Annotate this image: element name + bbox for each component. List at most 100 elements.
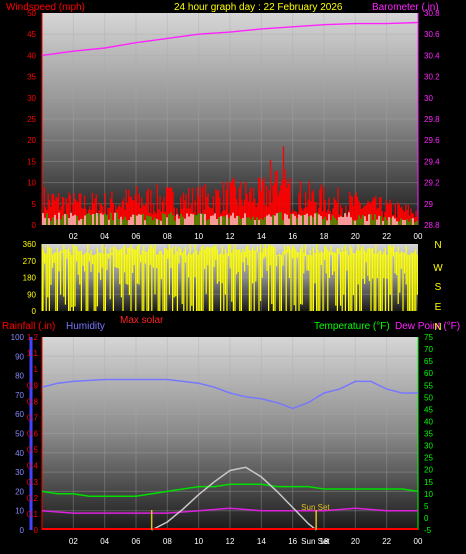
x-tick-label: 20 <box>351 232 360 241</box>
temperature-tick-label: 0 <box>424 514 429 523</box>
windspeed-tick-label: 0 <box>32 221 37 230</box>
barometer-tick-label: 30.6 <box>424 30 440 39</box>
temperature-tick-label: 35 <box>424 430 433 439</box>
x-tick-label: 06 <box>132 232 141 241</box>
temperature-tick-label: 5 <box>424 502 429 511</box>
x-tick-label: 14 <box>257 232 266 241</box>
temperature-tick-label: 30 <box>424 442 433 451</box>
barometer-tick-label: 29.6 <box>424 136 440 145</box>
windspeed-tick-label: 45 <box>27 30 36 39</box>
humidity-tick-label: 30 <box>15 468 24 477</box>
temperature-tick-label: 20 <box>424 466 433 475</box>
humidity-tick-label: 50 <box>15 430 24 439</box>
rainfall-tick-label: 0 <box>34 526 39 535</box>
env-plot-area <box>42 337 418 530</box>
rainfall-tick-label: 0.3 <box>27 478 39 487</box>
humidity-tick-label: 90 <box>15 352 24 361</box>
temperature-tick-label: 70 <box>424 345 433 354</box>
rainfall-tick-label: 1.2 <box>27 333 39 342</box>
direction-tick-label: 270 <box>23 257 37 266</box>
rainfall-tick-label: 0.6 <box>27 430 39 439</box>
barometer-tick-label: 30.8 <box>424 9 440 18</box>
barometer-axis-title: Barometer (.in) <box>372 2 439 13</box>
temperature-tick-label: 50 <box>424 393 433 402</box>
temperature-legend: Temperature (°F) <box>314 321 390 332</box>
rainfall-tick-label: 0.1 <box>27 510 39 519</box>
direction-tick-label: 180 <box>23 274 37 283</box>
barometer-line <box>41 21 419 57</box>
temperature-tick-label: 15 <box>424 478 433 487</box>
barometer-tick-label: 29.4 <box>424 157 440 166</box>
rainfall-legend: Rainfall (.in) <box>2 321 55 332</box>
temperature-tick-label: -5 <box>424 526 432 535</box>
x-tick-label: 02 <box>69 537 78 546</box>
humidity-tick-label: 70 <box>15 391 24 400</box>
windspeed-tick-label: 25 <box>27 115 36 124</box>
x-tick-label: 02 <box>69 232 78 241</box>
x-tick-label: 04 <box>100 537 109 546</box>
windspeed-tick-label: 15 <box>27 157 36 166</box>
x-tick-label: 18 <box>320 537 329 546</box>
x-tick-label: 22 <box>382 232 391 241</box>
barometer-tick-label: 30 <box>424 94 433 103</box>
x-tick-label: 10 <box>194 537 203 546</box>
humidity-tick-label: 80 <box>15 372 24 381</box>
windspeed-tick-label: 50 <box>27 9 36 18</box>
direction-tick-label: 0 <box>32 307 37 316</box>
x-tick-label: 14 <box>257 537 266 546</box>
dewpoint-legend: Dew Point (°F) <box>395 321 460 332</box>
sunset-label: Sun Set <box>301 503 330 512</box>
temperature-tick-label: 60 <box>424 369 433 378</box>
x-tick-label: 22 <box>382 537 391 546</box>
humidity-tick-label: 0 <box>20 526 25 535</box>
humidity-legend: Humidity <box>66 321 105 332</box>
barometer-tick-label: 30.2 <box>424 73 440 82</box>
sunset-axis-label: Sun Set <box>301 537 330 546</box>
humidity-tick-label: 20 <box>15 487 24 496</box>
humidity-tick-label: 60 <box>15 410 24 419</box>
dewpoint-line <box>41 507 418 514</box>
wind-direction-series <box>42 244 418 311</box>
temperature-tick-label: 45 <box>424 405 433 414</box>
humidity-tick-label: 100 <box>11 333 25 342</box>
temperature-tick-label: 55 <box>424 381 433 390</box>
windspeed-tick-label: 5 <box>32 200 37 209</box>
rainfall-tick-label: 0.8 <box>27 397 39 406</box>
x-tick-label: 08 <box>163 537 172 546</box>
humidity-tick-label: 10 <box>15 507 24 516</box>
x-tick-label: 12 <box>226 232 235 241</box>
temperature-tick-label: 25 <box>424 454 433 463</box>
temperature-line <box>41 483 419 497</box>
max-solar-legend: Max solar <box>120 315 164 326</box>
rainfall-tick-label: 1 <box>34 365 39 374</box>
temperature-tick-label: 10 <box>424 490 433 499</box>
barometer-tick-label: 30.4 <box>424 51 440 60</box>
temperature-humidity-chart: 010203040506070809010000.10.20.30.40.50.… <box>11 333 434 546</box>
barometer-tick-label: 28.8 <box>424 221 440 230</box>
compass-label: S <box>435 282 442 293</box>
compass-label: N <box>434 322 441 333</box>
windspeed-tick-label: 20 <box>27 136 36 145</box>
max-solar-curve <box>151 466 317 531</box>
x-tick-label: 16 <box>288 232 297 241</box>
humidity-tick-label: 40 <box>15 449 24 458</box>
direction-tick-label: 360 <box>23 240 37 249</box>
barometer-tick-label: 29.8 <box>424 115 440 124</box>
rainfall-tick-label: 0.5 <box>27 446 39 455</box>
compass-label: W <box>433 263 443 274</box>
x-tick-label: 04 <box>100 232 109 241</box>
x-tick-label: 00 <box>414 537 423 546</box>
x-tick-label: 20 <box>351 537 360 546</box>
windspeed-axis-title: Windspeed (mph) <box>6 2 85 13</box>
x-tick-label: 16 <box>288 537 297 546</box>
rainfall-tick-label: 0.4 <box>27 462 39 471</box>
windspeed-tick-label: 30 <box>27 94 36 103</box>
rainfall-tick-label: 0.2 <box>27 494 39 503</box>
temperature-tick-label: 75 <box>424 333 433 342</box>
windspeed-tick-label: 10 <box>27 179 36 188</box>
windspeed-tick-label: 40 <box>27 51 36 60</box>
barometer-tick-label: 29 <box>424 200 433 209</box>
x-tick-label: 10 <box>194 232 203 241</box>
